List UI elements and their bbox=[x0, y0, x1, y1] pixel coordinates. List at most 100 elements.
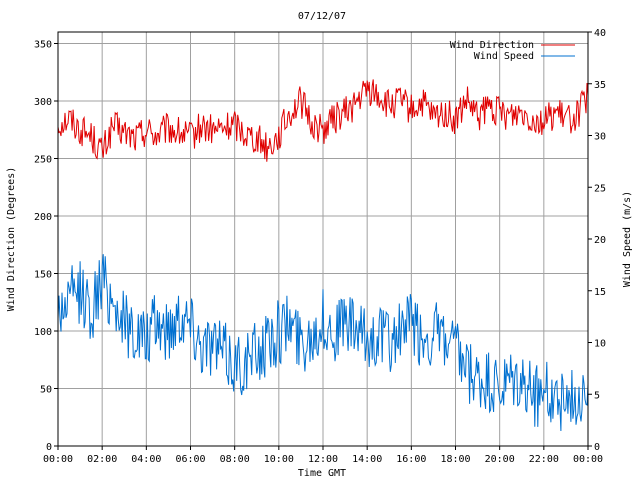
right-tick-label: 35 bbox=[594, 80, 606, 91]
data-point-wind-direction bbox=[68, 117, 70, 119]
data-point-wind-direction bbox=[112, 126, 114, 128]
x-axis-label: Time GMT bbox=[298, 468, 346, 479]
right-tick-label: 20 bbox=[594, 235, 606, 246]
x-tick-label: 18:00 bbox=[440, 454, 470, 465]
data-point-wind-speed bbox=[201, 342, 203, 344]
data-point-wind-direction bbox=[278, 135, 280, 137]
data-point-wind-speed bbox=[245, 362, 247, 364]
data-point-wind-direction bbox=[289, 112, 291, 114]
data-point-wind-direction bbox=[388, 106, 390, 108]
data-point-wind-direction bbox=[532, 117, 534, 119]
data-point-wind-speed bbox=[90, 311, 92, 313]
x-tick-label: 02:00 bbox=[87, 454, 117, 465]
right-tick-label: 30 bbox=[594, 132, 606, 143]
data-point-wind-speed bbox=[146, 342, 148, 344]
data-point-wind-direction bbox=[123, 132, 125, 134]
data-point-wind-direction bbox=[355, 103, 357, 105]
data-point-wind-direction bbox=[366, 89, 368, 91]
legend-label: Wind Direction bbox=[450, 40, 534, 51]
data-point-wind-speed bbox=[267, 342, 269, 344]
data-point-wind-speed bbox=[455, 352, 457, 354]
data-point-wind-direction bbox=[90, 135, 92, 137]
data-point-wind-speed bbox=[212, 342, 214, 344]
right-tick-label: 15 bbox=[594, 287, 606, 298]
data-point-wind-speed bbox=[300, 342, 302, 344]
right-tick-label: 0 bbox=[594, 442, 600, 453]
data-point-wind-direction bbox=[168, 128, 170, 130]
data-point-wind-direction bbox=[234, 123, 236, 125]
data-point-wind-direction bbox=[311, 123, 313, 125]
data-point-wind-direction bbox=[488, 106, 490, 108]
data-point-wind-speed bbox=[433, 331, 435, 333]
grid bbox=[58, 32, 588, 446]
data-point-wind-direction bbox=[576, 114, 578, 116]
data-point-wind-speed bbox=[521, 383, 523, 385]
data-point-wind-direction bbox=[212, 130, 214, 132]
data-point-wind-speed bbox=[311, 331, 313, 333]
right-tick-label: 40 bbox=[594, 28, 606, 39]
left-axis-label: Wind Direction (Degrees) bbox=[6, 167, 17, 312]
data-point-wind-direction bbox=[444, 112, 446, 114]
left-tick-label: 150 bbox=[34, 270, 52, 281]
data-point-wind-direction bbox=[411, 109, 413, 111]
data-point-wind-direction bbox=[101, 152, 103, 154]
x-tick-label: 00:00 bbox=[573, 454, 603, 465]
left-tick-label: 250 bbox=[34, 155, 52, 166]
data-point-wind-direction bbox=[554, 112, 556, 114]
data-point-wind-speed bbox=[256, 352, 258, 354]
x-tick-label: 08:00 bbox=[220, 454, 250, 465]
data-point-wind-speed bbox=[377, 331, 379, 333]
data-point-wind-direction bbox=[399, 100, 401, 102]
data-point-wind-direction bbox=[477, 117, 479, 119]
data-point-wind-direction bbox=[433, 117, 435, 119]
data-point-wind-speed bbox=[565, 404, 567, 406]
x-tick-label: 14:00 bbox=[352, 454, 382, 465]
data-point-wind-speed bbox=[477, 383, 479, 385]
data-point-wind-direction bbox=[157, 135, 159, 137]
data-point-wind-direction bbox=[499, 112, 501, 114]
data-point-wind-direction bbox=[300, 100, 302, 102]
data-point-wind-speed bbox=[278, 331, 280, 333]
left-tick-label: 100 bbox=[34, 327, 52, 338]
left-tick-label: 350 bbox=[34, 40, 52, 51]
data-point-wind-speed bbox=[388, 342, 390, 344]
data-point-wind-direction bbox=[267, 146, 269, 148]
data-point-wind-direction bbox=[422, 103, 424, 105]
data-point-wind-speed bbox=[168, 331, 170, 333]
data-point-wind-speed bbox=[289, 321, 291, 323]
data-point-wind-direction bbox=[201, 126, 203, 128]
data-point-wind-speed bbox=[123, 321, 125, 323]
data-point-wind-speed bbox=[344, 321, 346, 323]
right-tick-label: 25 bbox=[594, 183, 606, 194]
data-point-wind-direction bbox=[245, 132, 247, 134]
data-point-wind-direction bbox=[146, 129, 148, 131]
left-tick-label: 200 bbox=[34, 212, 52, 223]
data-point-wind-direction bbox=[134, 137, 136, 139]
data-point-wind-speed bbox=[179, 311, 181, 313]
data-point-wind-direction bbox=[223, 128, 225, 130]
x-tick-label: 22:00 bbox=[529, 454, 559, 465]
x-tick-label: 06:00 bbox=[175, 454, 205, 465]
data-point-wind-speed bbox=[444, 342, 446, 344]
data-point-wind-speed bbox=[510, 383, 512, 385]
series-line-wind-direction bbox=[57, 79, 589, 162]
data-point-wind-speed bbox=[157, 321, 159, 323]
chart-title: 07/12/07 bbox=[298, 11, 346, 22]
data-point-wind-direction bbox=[190, 137, 192, 139]
data-point-wind-speed bbox=[68, 300, 70, 302]
data-point-wind-speed bbox=[322, 321, 324, 323]
x-tick-label: 00:00 bbox=[43, 454, 73, 465]
data-point-wind-speed bbox=[134, 331, 136, 333]
data-point-wind-direction bbox=[466, 100, 468, 102]
left-tick-label: 0 bbox=[46, 442, 52, 453]
right-axis-label: Wind Speed (m/s) bbox=[622, 191, 633, 287]
data-point-wind-speed bbox=[234, 362, 236, 364]
data-point-wind-speed bbox=[355, 331, 357, 333]
left-tick-label: 50 bbox=[40, 385, 52, 396]
data-point-wind-direction bbox=[333, 117, 335, 119]
data-point-wind-direction bbox=[521, 109, 523, 111]
data-point-wind-direction bbox=[543, 121, 545, 123]
left-tick-label: 300 bbox=[34, 97, 52, 108]
data-point-wind-speed bbox=[499, 393, 501, 395]
